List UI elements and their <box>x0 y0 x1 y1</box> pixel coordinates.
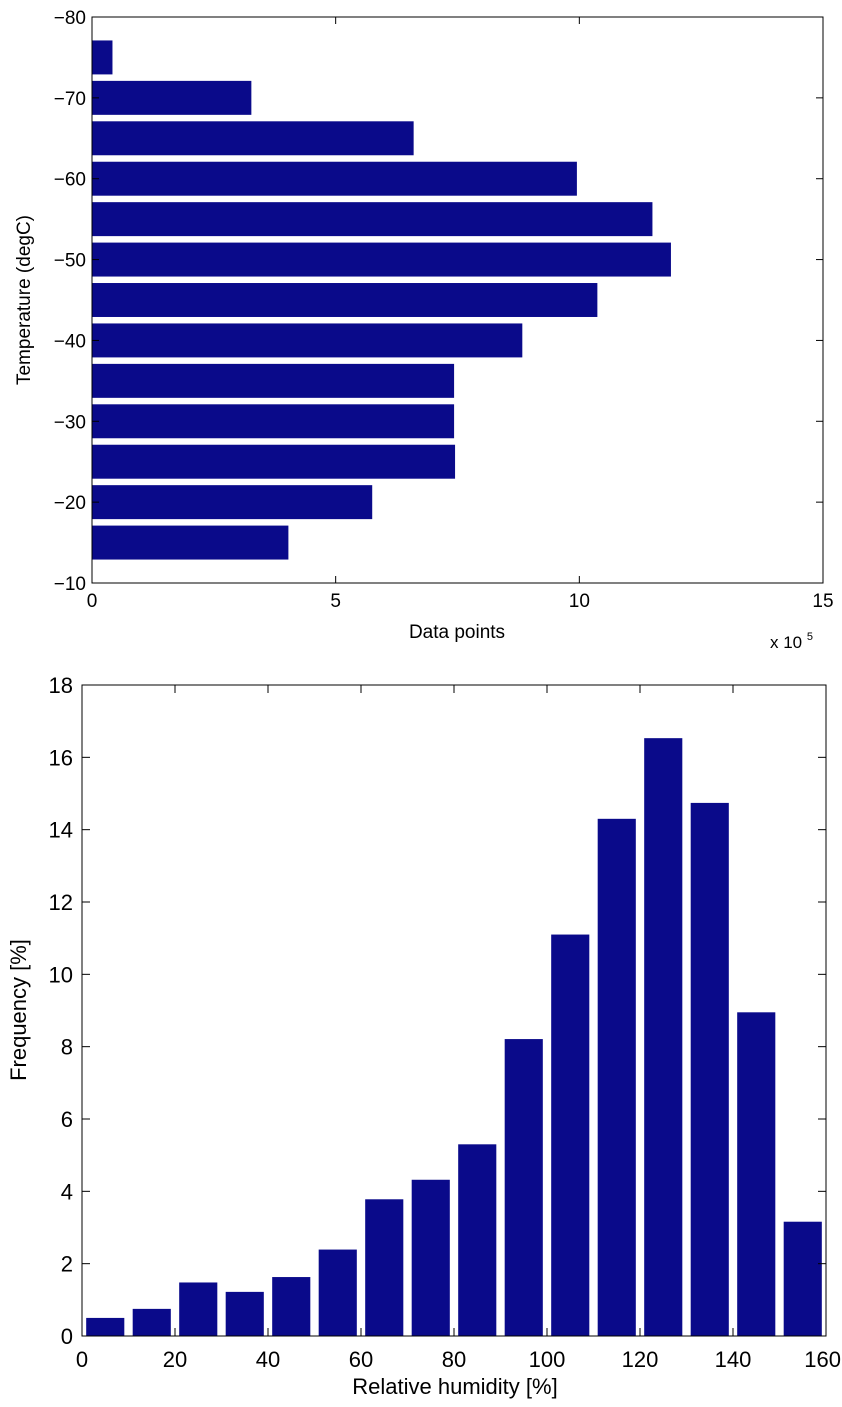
humidity-ticks: 0 20 40 60 80 100 120 140 160 0 2 4 6 8 10 12 14 16 18 <box>49 673 841 1372</box>
humidity-bar <box>504 1039 543 1336</box>
temperature-ticks: 0 5 10 15 −80 −70 −60 −50 −40 −30 −20 −10 <box>54 8 834 612</box>
humidity-y-tick-label: 14 <box>49 818 73 843</box>
humidity-x-tick-label: 40 <box>256 1347 280 1372</box>
temperature-x-tick-label: 15 <box>812 591 833 612</box>
temperature-x-multiplier-exponent: 5 <box>807 631 813 643</box>
temperature-y-tick-label: −30 <box>54 412 86 433</box>
temperature-x-multiplier-base: x 10 <box>770 633 802 652</box>
humidity-y-tick-label: 4 <box>61 1179 73 1204</box>
temperature-x-tick-label: 5 <box>330 591 341 612</box>
temperature-bar <box>92 444 456 479</box>
humidity-y-tick-label: 18 <box>49 673 73 698</box>
humidity-y-axis-label: Frequency [%] <box>6 939 31 1081</box>
humidity-bar <box>644 738 683 1336</box>
humidity-y-tick-label: 16 <box>49 745 73 770</box>
humidity-y-tick-label: 2 <box>61 1252 73 1277</box>
humidity-bar <box>272 1277 311 1336</box>
humidity-bar <box>783 1221 822 1336</box>
humidity-y-tick-label: 0 <box>61 1324 73 1349</box>
temperature-x-tick-label: 0 <box>87 591 98 612</box>
temperature-bar <box>92 161 577 196</box>
temperature-bar <box>92 242 671 277</box>
humidity-bar <box>86 1317 125 1336</box>
temperature-bar <box>92 80 252 115</box>
temperature-y-tick-label: −50 <box>54 251 86 272</box>
humidity-bars <box>86 738 822 1336</box>
humidity-x-tick-label: 120 <box>622 1347 659 1372</box>
humidity-y-tick-label: 10 <box>49 962 73 987</box>
humidity-bar <box>318 1249 357 1336</box>
humidity-bar <box>597 818 636 1336</box>
humidity-y-tick-label: 6 <box>61 1107 73 1132</box>
temperature-bar <box>92 363 455 398</box>
temperature-x-axis-label: Data points <box>409 622 505 643</box>
temperature-bar <box>92 323 523 358</box>
humidity-histogram-chart: 0 20 40 60 80 100 120 140 160 0 2 4 6 8 10 12 14 16 18 Rel… <box>6 673 841 1399</box>
humidity-x-axis-label: Relative humidity [%] <box>352 1374 557 1399</box>
humidity-y-tick-label: 12 <box>49 890 73 915</box>
humidity-bar <box>365 1199 404 1336</box>
temperature-bar <box>92 283 598 317</box>
humidity-bar <box>551 934 590 1336</box>
humidity-x-tick-label: 60 <box>349 1347 373 1372</box>
humidity-bar <box>690 802 729 1336</box>
temperature-bar <box>92 525 289 560</box>
humidity-x-tick-label: 140 <box>715 1347 752 1372</box>
temperature-y-tick-label: −80 <box>54 8 86 29</box>
temperature-x-multiplier: x 10 5 <box>770 631 813 652</box>
humidity-bar <box>132 1308 171 1336</box>
humidity-y-tick-label: 8 <box>61 1035 73 1060</box>
humidity-bar <box>179 1282 218 1336</box>
temperature-x-tick-label: 10 <box>569 591 590 612</box>
humidity-x-tick-label: 20 <box>163 1347 187 1372</box>
humidity-x-tick-label: 160 <box>804 1347 841 1372</box>
temperature-histogram-chart: 0 5 10 15 −80 −70 −60 −50 −40 −30 −20 −10 Data poin… <box>14 8 834 652</box>
humidity-bar <box>458 1144 497 1336</box>
humidity-x-tick-label: 0 <box>76 1347 88 1372</box>
temperature-bars <box>92 40 671 560</box>
temperature-bar <box>92 40 113 75</box>
temperature-bar <box>92 404 455 439</box>
temperature-y-tick-label: −10 <box>54 574 86 595</box>
humidity-bar <box>225 1291 264 1336</box>
temperature-bar <box>92 485 373 520</box>
temperature-plot-frame <box>91 16 824 584</box>
humidity-bar <box>737 1012 776 1336</box>
temperature-y-tick-label: −40 <box>54 331 86 352</box>
temperature-y-tick-label: −60 <box>54 170 86 191</box>
humidity-x-tick-label: 100 <box>529 1347 566 1372</box>
humidity-bar <box>411 1179 450 1336</box>
temperature-y-axis-label: Temperature (degC) <box>14 215 35 385</box>
humidity-x-tick-label: 80 <box>442 1347 466 1372</box>
temperature-y-tick-label: −20 <box>54 493 86 514</box>
temperature-y-tick-label: −70 <box>54 89 86 110</box>
temperature-bar <box>92 202 653 237</box>
temperature-bar <box>92 121 414 156</box>
